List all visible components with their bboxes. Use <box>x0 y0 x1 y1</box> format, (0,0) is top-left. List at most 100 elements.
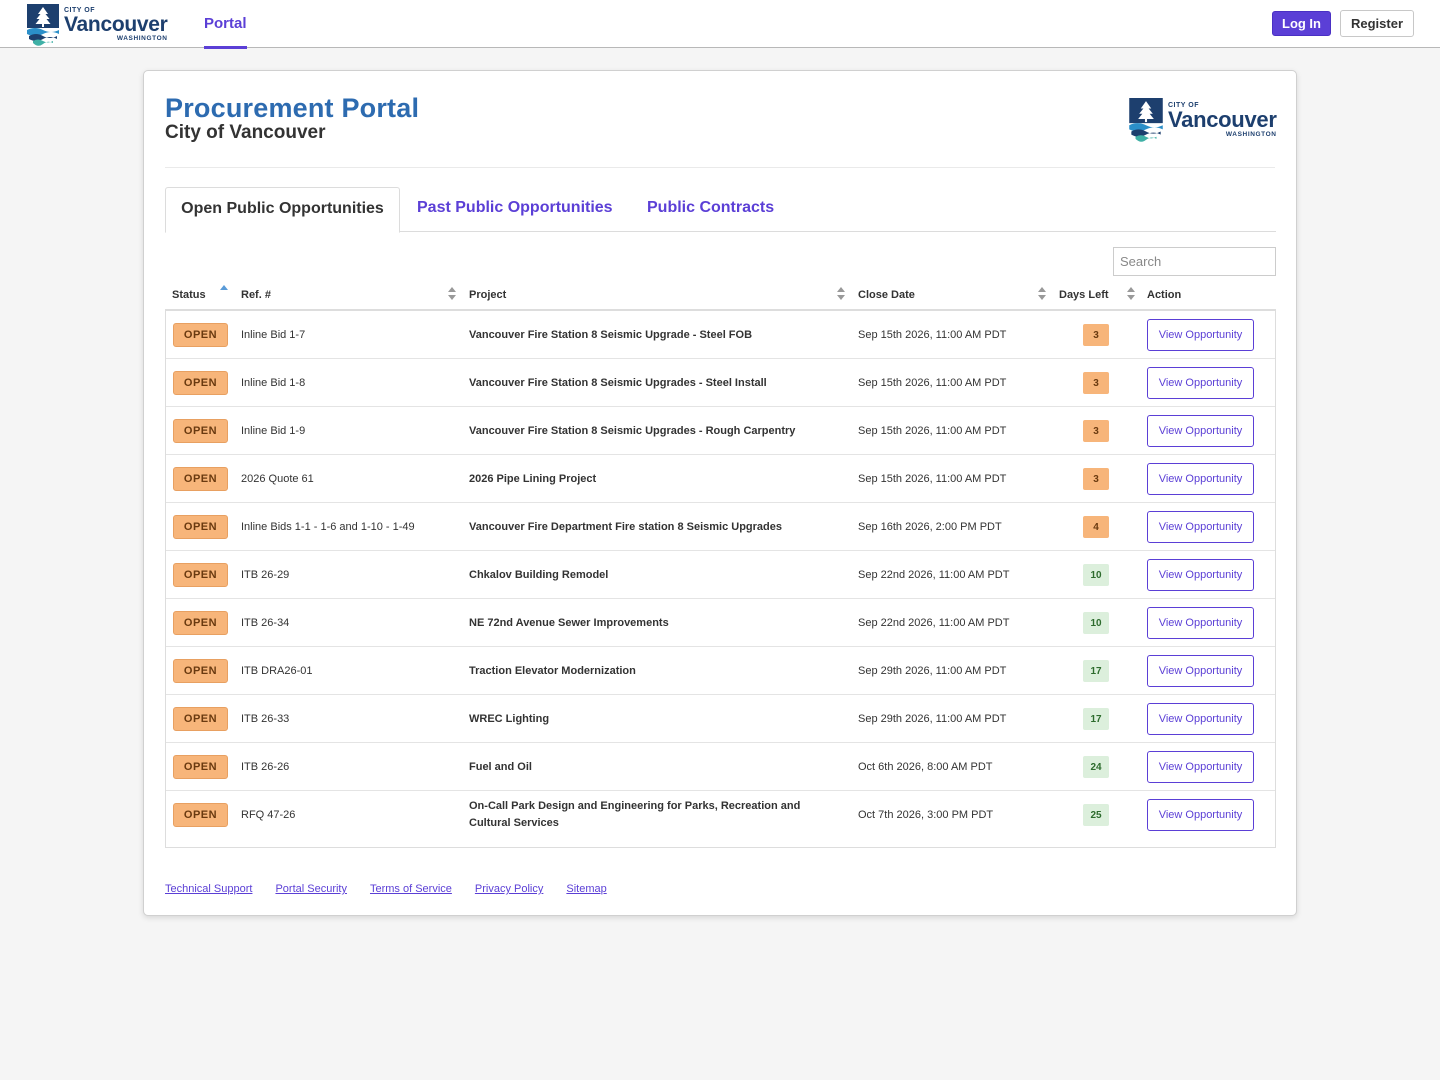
view-opportunity-button[interactable]: View Opportunity <box>1147 367 1254 399</box>
page-subtitle: City of Vancouver <box>165 122 326 143</box>
view-opportunity-button[interactable]: View Opportunity <box>1147 655 1254 687</box>
sort-arrows-icon[interactable] <box>1038 287 1046 301</box>
column-header-ref[interactable]: Ref. # <box>241 289 271 301</box>
column-header-status[interactable]: Status <box>172 289 206 301</box>
tab-past-public-opportunities[interactable]: Past Public Opportunities <box>417 199 613 216</box>
project-name: Vancouver Fire Department Fire station 8… <box>469 520 782 533</box>
project-name: WREC Lighting <box>469 712 550 725</box>
close-date: Sep 15th 2026, 11:00 AM PDT <box>858 377 1007 389</box>
close-date: Oct 6th 2026, 8:00 AM PDT <box>858 761 993 773</box>
view-opportunity-button[interactable]: View Opportunity <box>1147 415 1254 447</box>
logo-city-of: CITY OF <box>1168 101 1199 109</box>
close-date: Oct 7th 2026, 3:00 PM PDT <box>858 809 994 821</box>
table-row: OPEN ITB DRA26-01 Traction Elevator Modern… <box>166 647 1275 695</box>
status-badge: OPEN <box>173 659 228 683</box>
sort-arrows-icon[interactable] <box>448 287 456 301</box>
vancouver-logo-icon <box>27 4 59 46</box>
column-header-action: Action <box>1147 289 1182 301</box>
project-name: Vancouver Fire Station 8 Seismic Upgrade… <box>469 328 753 341</box>
column-header-days-left[interactable]: Days Left <box>1059 289 1109 301</box>
sort-arrows-icon[interactable] <box>1127 287 1135 301</box>
status-badge: OPEN <box>173 755 228 779</box>
view-opportunity-button[interactable]: View Opportunity <box>1147 607 1254 639</box>
sort-arrows-icon[interactable] <box>837 287 845 301</box>
project-name: On-Call Park Design and Engineering for … <box>469 800 801 829</box>
ref-number: Inline Bid 1-9 <box>241 425 306 437</box>
project-name: 2026 Pipe Lining Project <box>469 472 597 485</box>
view-opportunity-button[interactable]: View Opportunity <box>1147 751 1254 783</box>
table-row: OPEN Inline Bid 1-7 Vancouver Fire Station… <box>166 311 1275 359</box>
header-divider <box>165 167 1275 168</box>
project-name: Chkalov Building Remodel <box>469 568 609 581</box>
table-body: OPEN Inline Bid 1-7 Vancouver Fire Station… <box>165 311 1276 848</box>
project-name: Vancouver Fire Station 8 Seismic Upgrade… <box>469 376 767 389</box>
logo-city-name: Vancouver <box>1168 106 1277 132</box>
close-date: Sep 15th 2026, 11:00 AM PDT <box>858 329 1007 341</box>
days-left-badge: 25 <box>1083 804 1109 826</box>
login-button[interactable]: Log In <box>1272 11 1331 36</box>
status-badge: OPEN <box>173 803 228 827</box>
days-left-badge: 17 <box>1083 708 1109 730</box>
register-button[interactable]: Register <box>1340 10 1414 37</box>
view-opportunity-button[interactable]: View Opportunity <box>1147 511 1254 543</box>
close-date: Sep 29th 2026, 11:00 AM PDT <box>858 713 1007 725</box>
project-name: Vancouver Fire Station 8 Seismic Upgrade… <box>469 424 796 437</box>
table-row: OPEN ITB 26-34 NE 72nd Avenue Sewer Improv… <box>166 599 1275 647</box>
status-badge: OPEN <box>173 467 228 491</box>
sort-ascending-icon[interactable] <box>220 285 228 299</box>
view-opportunity-button[interactable]: View Opportunity <box>1147 559 1254 591</box>
footer-links: Technical Support Portal Security Terms … <box>165 883 630 895</box>
search-input[interactable] <box>1113 247 1276 276</box>
opportunity-tabs: Open Public Opportunities Past Public Op… <box>165 187 1276 233</box>
days-left-badge: 3 <box>1083 372 1109 394</box>
close-date: Sep 22nd 2026, 11:00 AM PDT <box>858 569 1010 581</box>
close-date: Sep 15th 2026, 11:00 AM PDT <box>858 473 1007 485</box>
status-badge: OPEN <box>173 611 228 635</box>
view-opportunity-button[interactable]: View Opportunity <box>1147 463 1254 495</box>
table-row: OPEN ITB 26-26 Fuel and Oil Oct 6th 2026, 8… <box>166 743 1275 791</box>
table-row: OPEN Inline Bid 1-9 Vancouver Fire Station… <box>166 407 1275 455</box>
view-opportunity-button[interactable]: View Opportunity <box>1147 799 1254 831</box>
close-date: Sep 29th 2026, 11:00 AM PDT <box>858 665 1007 677</box>
days-left-badge: 10 <box>1083 564 1109 586</box>
days-left-badge: 10 <box>1083 612 1109 634</box>
footer-link-technical-support[interactable]: Technical Support <box>165 883 253 895</box>
portal-card: Procurement Portal City of Vancouver CIT… <box>143 70 1297 916</box>
nav-portal-link[interactable]: Portal <box>204 0 247 49</box>
tab-public-contracts[interactable]: Public Contracts <box>647 199 775 216</box>
status-badge: OPEN <box>173 707 228 731</box>
card-city-logo: CITY OF Vancouver WASHINGTON <box>1129 98 1277 142</box>
close-date: Sep 22nd 2026, 11:00 AM PDT <box>858 617 1010 629</box>
ref-number: ITB 26-34 <box>241 617 290 629</box>
footer-link-privacy-policy[interactable]: Privacy Policy <box>474 883 544 895</box>
tab-open-public-opportunities[interactable]: Open Public Opportunities <box>165 187 400 233</box>
view-opportunity-button[interactable]: View Opportunity <box>1147 319 1254 351</box>
ref-number: ITB 26-33 <box>241 713 290 725</box>
city-logo[interactable]: CITY OF Vancouver WASHINGTON <box>27 4 168 46</box>
ref-number: Inline Bid 1-8 <box>241 377 306 389</box>
ref-number: 2026 Quote 61 <box>241 473 314 485</box>
vancouver-logo-icon <box>1129 98 1163 142</box>
footer-link-terms-of-service[interactable]: Terms of Service <box>369 883 452 895</box>
days-left-badge: 3 <box>1083 420 1109 442</box>
top-navigation: CITY OF Vancouver WASHINGTON Portal Log … <box>0 0 1440 49</box>
table-header: Status Ref. # Project Close Date Days Le… <box>165 279 1276 311</box>
column-header-project[interactable]: Project <box>469 289 507 301</box>
footer-link-sitemap[interactable]: Sitemap <box>566 883 607 895</box>
column-header-close-date[interactable]: Close Date <box>858 289 915 301</box>
ref-number: ITB 26-26 <box>241 761 290 773</box>
footer-link-portal-security[interactable]: Portal Security <box>275 883 347 895</box>
status-badge: OPEN <box>173 419 228 443</box>
ref-number: ITB DRA26-01 <box>241 665 313 677</box>
logo-wordmark: CITY OF Vancouver WASHINGTON <box>1168 102 1277 139</box>
logo-city-of: CITY OF <box>64 7 95 15</box>
days-left-badge: 24 <box>1083 756 1109 778</box>
project-name: Traction Elevator Modernization <box>469 664 636 677</box>
logo-city-name: Vancouver <box>64 13 168 37</box>
table-row: OPEN Inline Bid 1-8 Vancouver Fire Station… <box>166 359 1275 407</box>
view-opportunity-button[interactable]: View Opportunity <box>1147 703 1254 735</box>
ref-number: Inline Bid 1-7 <box>241 329 306 341</box>
close-date: Sep 15th 2026, 11:00 AM PDT <box>858 425 1007 437</box>
ref-number: ITB 26-29 <box>241 569 290 581</box>
ref-number: RFQ 47-26 <box>241 809 296 821</box>
